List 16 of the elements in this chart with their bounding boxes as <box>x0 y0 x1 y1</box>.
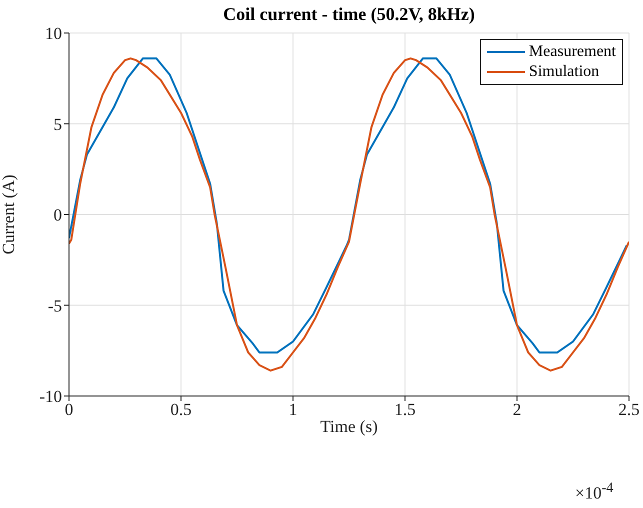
chart-title: Coil current - time (50.2V, 8kHz) <box>222 4 476 25</box>
x-tick-label: 2.5 <box>618 400 640 420</box>
legend-label: Simulation <box>528 62 600 82</box>
y-tick-label: -5 <box>48 296 62 316</box>
y-tick-label: 10 <box>45 24 62 44</box>
x-tick-label: 1 <box>288 400 298 420</box>
x-tick-label: 2 <box>512 400 522 420</box>
x-tick-label: 0.5 <box>170 400 192 420</box>
legend-label: Measurement <box>528 42 616 62</box>
y-tick-label: 0 <box>54 206 62 225</box>
y-axis-title: Current (A) <box>0 174 18 254</box>
y-tick-label: -10 <box>39 387 62 406</box>
x-tick-label: 1.5 <box>394 400 416 420</box>
text: ×10$^{-4}$ <box>575 480 614 504</box>
y-tick-label: 5 <box>54 114 62 134</box>
x-axis-title: Time (s) <box>320 417 378 436</box>
